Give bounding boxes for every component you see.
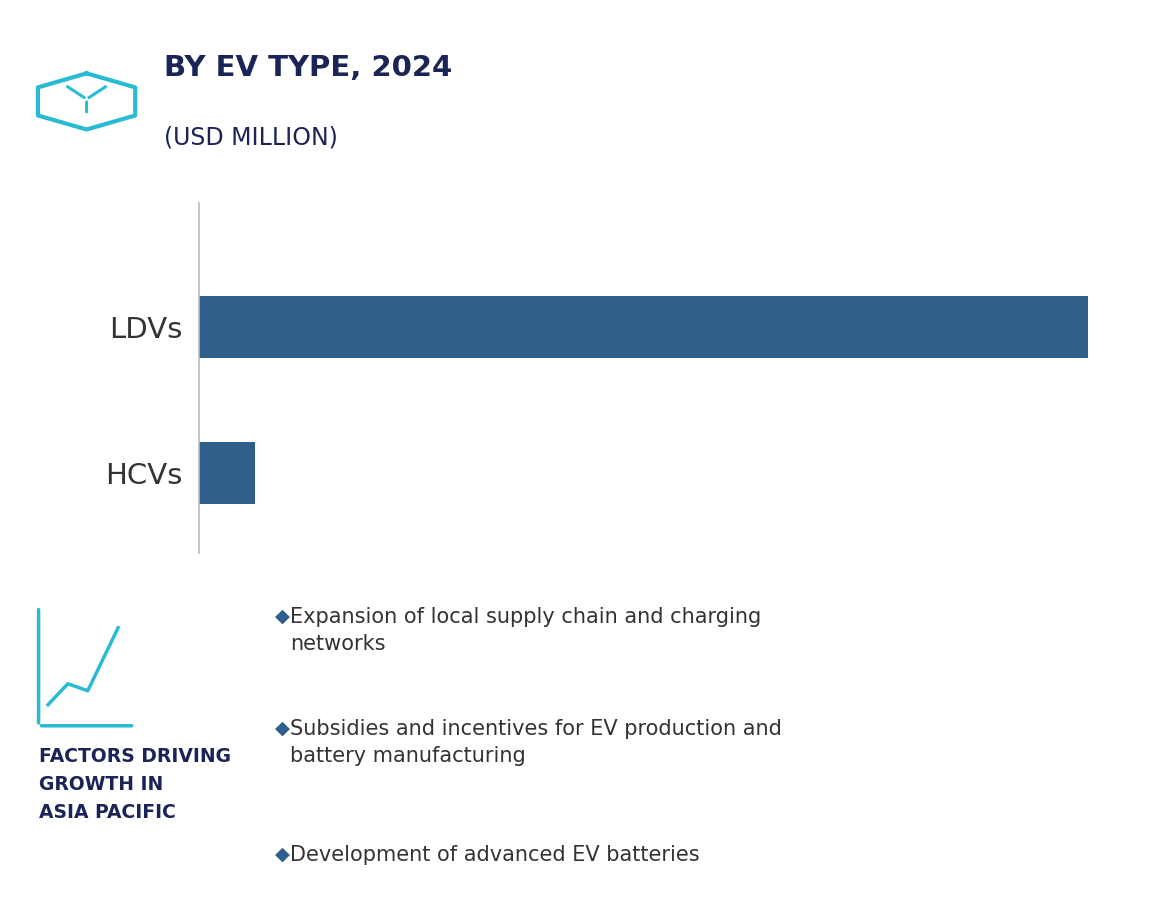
Text: ◆: ◆ bbox=[275, 845, 290, 864]
Text: BY EV TYPE, 2024: BY EV TYPE, 2024 bbox=[164, 54, 452, 82]
Bar bbox=[199, 296, 1088, 358]
Text: ◆: ◆ bbox=[275, 607, 290, 626]
Text: (USD MILLION): (USD MILLION) bbox=[164, 126, 338, 150]
Text: Subsidies and incentives for EV production and
battery manufacturing: Subsidies and incentives for EV producti… bbox=[290, 719, 782, 766]
Text: ◆: ◆ bbox=[275, 719, 290, 738]
Text: Expansion of local supply chain and charging
networks: Expansion of local supply chain and char… bbox=[290, 607, 762, 654]
Text: Development of advanced EV batteries: Development of advanced EV batteries bbox=[290, 845, 700, 865]
Bar bbox=[199, 443, 255, 503]
Text: FACTORS DRIVING
GROWTH IN
ASIA PACIFIC: FACTORS DRIVING GROWTH IN ASIA PACIFIC bbox=[39, 747, 230, 822]
